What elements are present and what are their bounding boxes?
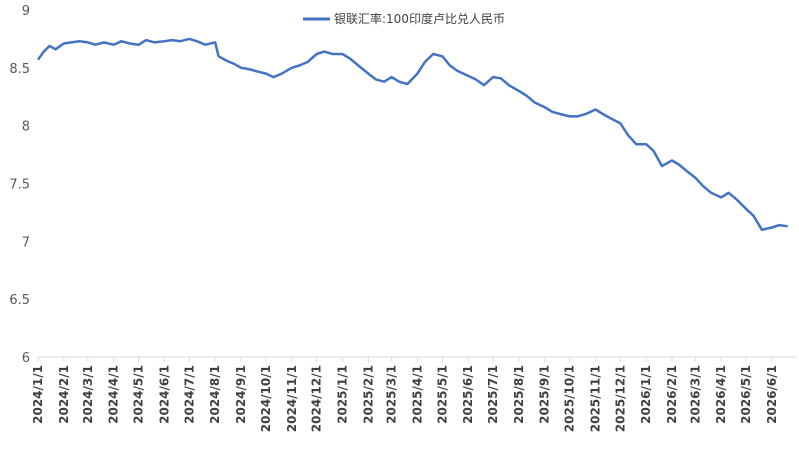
x-tick-label: 2024/4/1: [107, 365, 121, 424]
series-line: [36, 37, 788, 232]
x-tick-label: 2024/12/1: [310, 365, 324, 432]
y-tick-label: 9: [22, 4, 30, 19]
x-tick-label: 2025/6/1: [461, 365, 475, 424]
y-tick-label: 6.5: [9, 293, 30, 308]
x-tick-label: 2024/1/1: [31, 365, 45, 424]
y-tick-label: 6: [22, 351, 30, 366]
x-tick-label: 2025/9/1: [538, 365, 552, 424]
x-tick-label: 2026/6/1: [765, 365, 779, 424]
y-tick-label: 8.5: [9, 62, 30, 77]
y-tick-label: 7.5: [9, 178, 30, 193]
x-tick-label: 2025/12/1: [613, 365, 627, 432]
x-tick-label: 2025/7/1: [486, 365, 500, 424]
y-tick-label: 7: [22, 235, 30, 250]
legend: 银联汇率:100印度卢比兑人民币: [303, 11, 505, 26]
x-tick-label: 2024/2/1: [57, 365, 71, 424]
x-tick-label: 2024/7/1: [182, 365, 196, 424]
x-tick-label: 2024/8/1: [208, 365, 222, 424]
x-tick-label: 2025/5/1: [435, 365, 449, 424]
x-tick-label: 2026/3/1: [688, 365, 702, 424]
x-axis-ticks: 2024/1/1 2024/2/1 2024/3/1 2024/4/1 2024/5/1…: [31, 357, 779, 432]
legend-label: 银联汇率:100印度卢比兑人民币: [334, 11, 505, 26]
x-tick-label: 2024/6/1: [157, 365, 171, 424]
plot-area: [36, 37, 788, 232]
x-tick-label: 2026/5/1: [739, 365, 753, 424]
y-tick-label: 8: [22, 120, 30, 135]
x-tick-label: 2025/11/1: [588, 365, 602, 432]
x-tick-label: 2025/2/1: [361, 365, 375, 424]
x-tick-label: 2026/2/1: [665, 365, 679, 424]
x-tick-label: 2026/1/1: [639, 365, 653, 424]
y-axis-ticks: 9 8.5 8 7.5 7 6.5 6: [9, 4, 30, 366]
x-tick-label: 2025/10/1: [563, 365, 577, 432]
x-tick-label: 2024/5/1: [132, 365, 146, 424]
x-tick-label: 2024/10/1: [259, 365, 273, 432]
x-tick-label: 2026/4/1: [714, 365, 728, 424]
x-tick-label: 2025/4/1: [410, 365, 424, 424]
x-tick-label: 2024/9/1: [234, 365, 248, 424]
x-tick-label: 2025/8/1: [512, 365, 526, 424]
x-tick-label: 2024/11/1: [285, 365, 299, 432]
x-tick-label: 2025/3/1: [385, 365, 399, 424]
x-tick-label: 2024/3/1: [81, 365, 95, 424]
x-tick-label: 2025/1/1: [336, 365, 350, 424]
